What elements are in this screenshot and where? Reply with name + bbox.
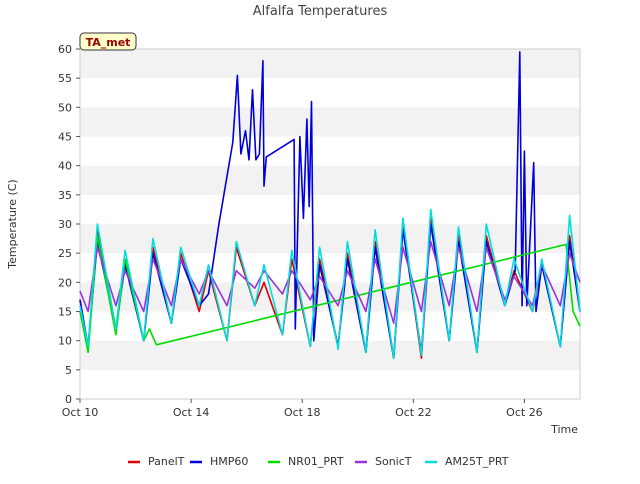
- series-lines: [79, 51, 581, 359]
- site-badge-box: [79, 32, 137, 51]
- x-tick-label: Oct 26: [506, 406, 543, 419]
- legend-label: NR01_PRT: [288, 455, 344, 468]
- y-tick-label: 25: [58, 247, 72, 260]
- site-badge-label: TA_met: [86, 36, 131, 49]
- grid-bands: [80, 49, 580, 399]
- grid-band: [80, 224, 580, 254]
- x-tick-label: Oct 14: [173, 406, 210, 419]
- grid-band: [80, 49, 580, 79]
- y-tick-label: 35: [58, 189, 72, 202]
- y-axis-ticks: 0 5 10 15 20 25 30 35 40 45 50 55 60: [58, 43, 80, 406]
- grid-band: [80, 136, 580, 166]
- y-tick-label: 40: [58, 160, 72, 173]
- y-tick-label: 50: [58, 101, 72, 114]
- grid-band: [80, 194, 580, 224]
- y-tick-label: 10: [58, 335, 72, 348]
- x-tick-label: Oct 10: [62, 406, 99, 419]
- y-tick-label: 5: [65, 364, 72, 377]
- x-tick-label: Oct 22: [395, 406, 432, 419]
- y-tick-label: 0: [65, 393, 72, 406]
- series-line-am25t-prt: [79, 208, 581, 359]
- x-axis-ticks: Oct 10 Oct 14 Oct 18 Oct 22 Oct 26: [62, 399, 543, 419]
- legend-label: PanelT: [148, 455, 185, 468]
- grid-band: [80, 369, 580, 399]
- y-tick-label: 45: [58, 131, 72, 144]
- legend-label: HMP60: [210, 455, 248, 468]
- y-axis-label: Temperature (C): [6, 179, 19, 269]
- legend-label: AM25T_PRT: [445, 455, 509, 468]
- y-tick-label: 30: [58, 218, 72, 231]
- grid-band: [80, 78, 580, 108]
- y-tick-label: 15: [58, 306, 72, 319]
- y-tick-label: 55: [58, 72, 72, 85]
- series-line-hmp60: [79, 51, 581, 359]
- legend: PanelT HMP60 NR01_PRT SonicT AM25T_PRT: [128, 455, 509, 468]
- y-tick-label: 60: [58, 43, 72, 56]
- grid-band: [80, 107, 580, 137]
- x-tick-label: Oct 18: [284, 406, 321, 419]
- grid-band: [80, 311, 580, 341]
- y-tick-label: 20: [58, 276, 72, 289]
- grid-band: [80, 165, 580, 195]
- grid-band: [80, 340, 580, 370]
- legend-label: SonicT: [375, 455, 412, 468]
- chart-title: Alfalfa Temperatures: [253, 4, 388, 19]
- x-axis-label: Time: [550, 423, 578, 436]
- site-badge: TA_met: [79, 32, 137, 51]
